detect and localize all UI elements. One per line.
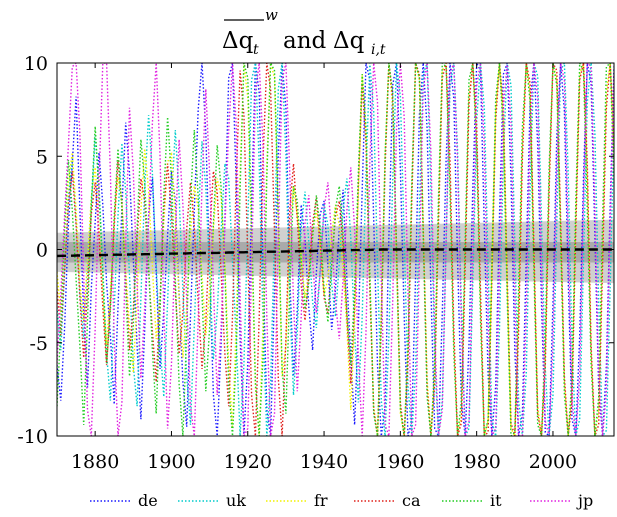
title-symbol2: Δq <box>333 28 365 54</box>
y-tick-label: -10 <box>17 426 48 448</box>
x-tick-label: 2000 <box>529 451 577 473</box>
x-tick-label: 1980 <box>452 451 500 473</box>
title-symbol: Δq <box>222 28 254 54</box>
x-tick-label: 1960 <box>376 451 424 473</box>
legend-label-ca: ca <box>402 491 421 510</box>
y-tick-label: 10 <box>24 53 48 75</box>
x-tick-label: 1900 <box>147 451 195 473</box>
legend-label-uk: uk <box>226 491 246 510</box>
series-line-mean <box>57 248 614 258</box>
y-tick-label: 0 <box>36 240 48 262</box>
x-tick-label: 1920 <box>224 451 272 473</box>
x-tick-label: 1940 <box>300 451 348 473</box>
x-axis: 1880 1900 1920 1940 1960 1980 2000 <box>71 63 577 473</box>
title-subscript-t: t <box>253 42 259 58</box>
series-group <box>57 63 614 436</box>
legend-label-jp: jp <box>576 491 593 510</box>
title-connector: and <box>283 28 327 54</box>
chart-title: Δq t w and Δq i,t <box>222 6 386 58</box>
series-line-jp <box>57 63 614 436</box>
legend-label-it: it <box>490 491 502 510</box>
legend-label-fr: fr <box>314 491 328 510</box>
mean-line-group <box>57 248 614 258</box>
legend-label-de: de <box>138 491 158 510</box>
y-tick-label: 5 <box>36 146 48 168</box>
legend: de uk fr ca it jp <box>90 491 593 510</box>
series-line-ca <box>57 63 614 436</box>
inner-band <box>57 242 614 263</box>
title-superscript: w <box>265 6 278 24</box>
confidence-bands <box>57 219 614 284</box>
title-subscript2: i,t <box>371 42 386 58</box>
y-axis: 10 5 0 -5 -10 <box>17 53 614 448</box>
x-tick-label: 1880 <box>71 451 119 473</box>
y-tick-label: -5 <box>29 333 48 355</box>
series-line-uk <box>57 63 614 436</box>
series-line-it <box>57 63 614 436</box>
